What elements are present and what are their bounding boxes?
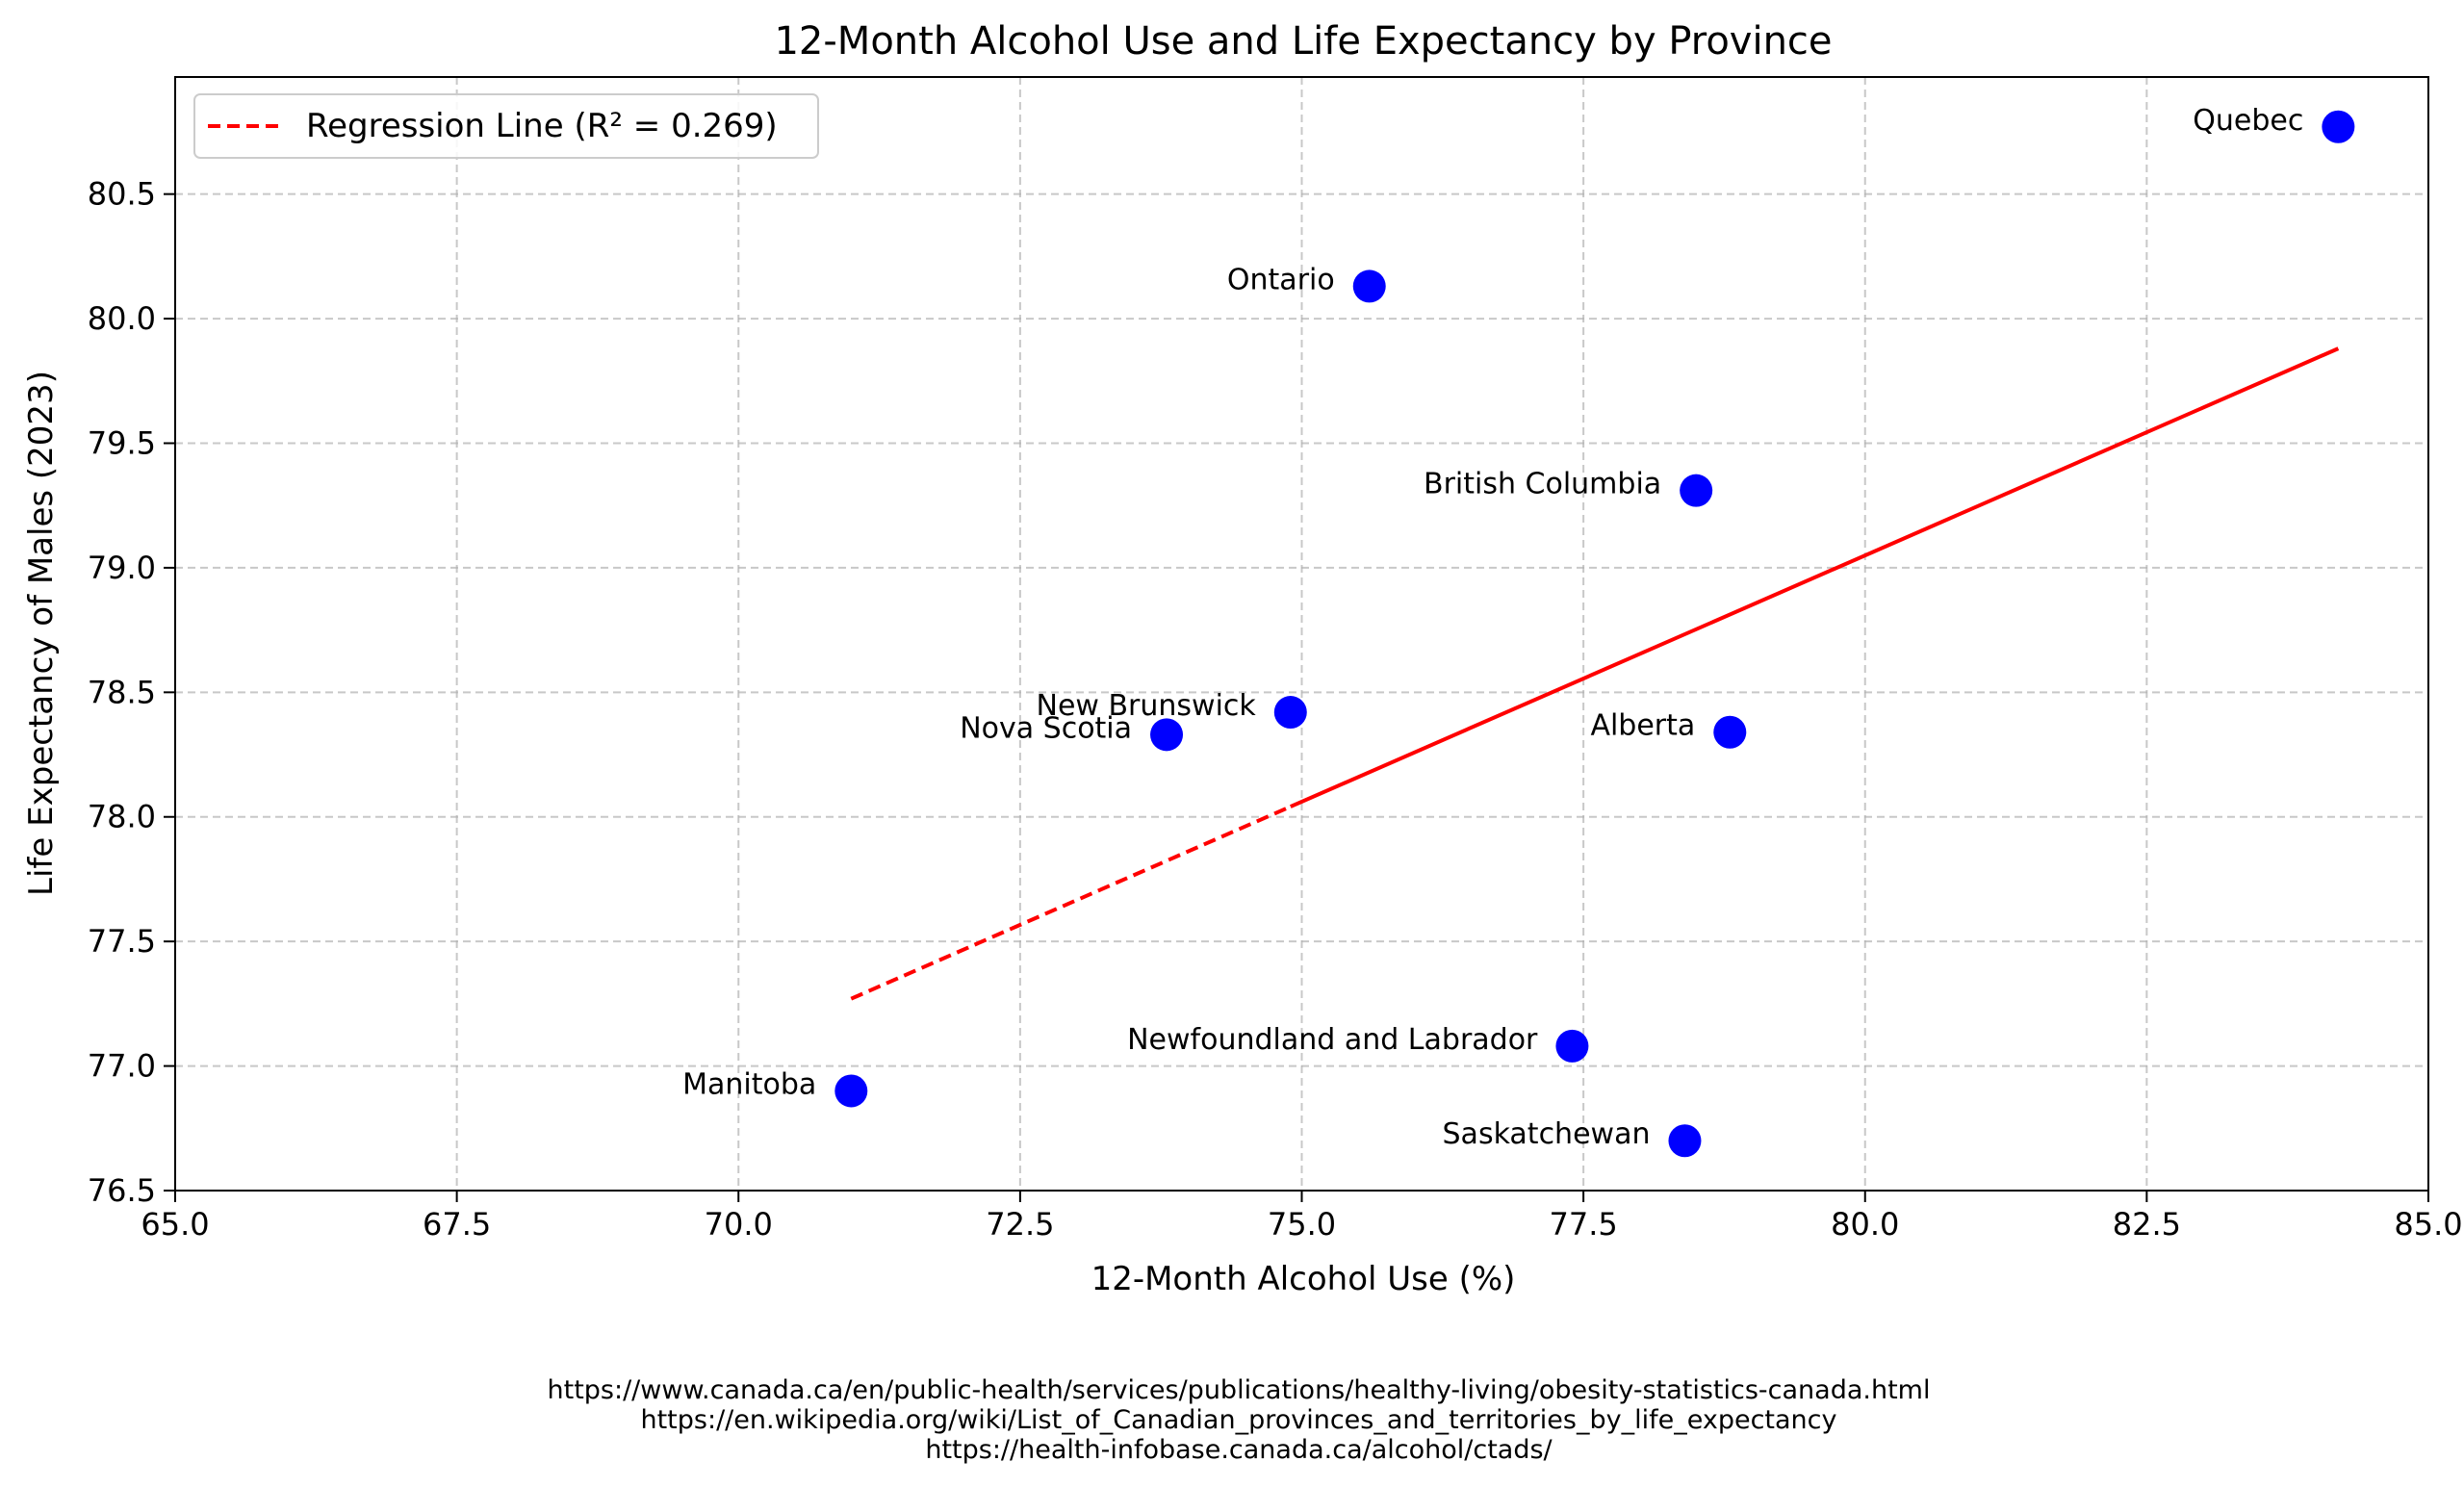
data-point	[1352, 269, 1386, 303]
regression-line-solid	[1289, 346, 2340, 808]
x-tick-label: 70.0	[705, 1206, 773, 1243]
x-tick-label: 65.0	[141, 1206, 209, 1243]
legend-label: Regression Line (R² = 0.269)	[306, 107, 778, 145]
data-point	[1273, 696, 1307, 730]
x-tick-label: 75.0	[1268, 1206, 1336, 1243]
data-point	[1668, 1124, 1702, 1158]
chart-title: 12-Month Alcohol Use and Life Expectancy…	[774, 19, 1832, 64]
data-point	[2322, 110, 2355, 143]
point-label: Newfoundland and Labrador	[1127, 1023, 1538, 1057]
point-label: New Brunswick	[1037, 689, 1257, 723]
data-point	[834, 1074, 868, 1108]
point-label: Saskatchewan	[1443, 1117, 1651, 1151]
x-axis-label: 12-Month Alcohol Use (%)	[1091, 1260, 1516, 1298]
y-tick-label: 80.0	[88, 300, 156, 337]
x-tick-label: 85.0	[2394, 1206, 2462, 1243]
y-tick-label: 80.5	[88, 176, 156, 213]
data-points	[834, 110, 2355, 1158]
source-line: https://health-infobase.canada.ca/alcoho…	[925, 1435, 1553, 1465]
point-label: Alberta	[1590, 709, 1695, 743]
source-line: https://www.canada.ca/en/public-health/s…	[548, 1375, 1931, 1405]
data-point	[1680, 474, 1713, 507]
point-label: Quebec	[2193, 104, 2303, 138]
data-point	[1555, 1029, 1589, 1063]
point-label: Ontario	[1227, 263, 1335, 296]
y-tick-label: 78.5	[88, 674, 156, 710]
y-axis-ticks: 76.5 77.0 77.5 78.0 78.5 79.0 79.5 80.0 80.5	[88, 176, 175, 1209]
regression-line-dashed	[850, 805, 1292, 1001]
x-tick-label: 82.5	[2113, 1206, 2181, 1243]
legend: Regression Line (R² = 0.269)	[193, 93, 819, 159]
point-label: Manitoba	[682, 1067, 816, 1101]
x-tick-label: 67.5	[423, 1206, 491, 1243]
point-label: Nova Scotia	[960, 711, 1132, 745]
x-axis-ticks: 65.0 67.5 70.0 72.5 75.0 77.5 80.0 82.5 85.0	[141, 1191, 2463, 1243]
y-tick-label: 77.5	[88, 923, 156, 960]
x-tick-label: 77.5	[1550, 1206, 1618, 1243]
y-tick-label: 76.5	[88, 1172, 156, 1209]
x-tick-label: 80.0	[1831, 1206, 1899, 1243]
point-labels: Quebec Ontario British Columbia New Brunswi…	[682, 104, 2303, 1151]
y-tick-label: 79.5	[88, 424, 156, 461]
source-line: https://en.wikipedia.org/wiki/List_of_Ca…	[640, 1405, 1836, 1435]
point-label: British Columbia	[1424, 468, 1661, 501]
regression-line	[850, 346, 2340, 1001]
x-tick-label: 72.5	[986, 1206, 1054, 1243]
y-axis-label: Life Expectancy of Males (2023)	[22, 371, 61, 896]
sources: https://www.canada.ca/en/public-health/s…	[548, 1375, 1931, 1465]
y-tick-label: 79.0	[88, 550, 156, 586]
legend-box	[193, 93, 819, 159]
grid	[174, 77, 2429, 1192]
data-point	[1713, 715, 1747, 749]
data-point	[1150, 718, 1184, 752]
y-tick-label: 77.0	[88, 1048, 156, 1085]
y-tick-label: 78.0	[88, 799, 156, 835]
